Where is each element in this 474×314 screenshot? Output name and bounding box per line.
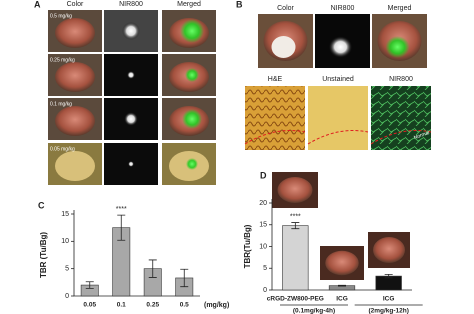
error-bar [85,281,94,289]
error-bar [117,214,126,241]
x-tick-label: 0.5 [180,302,189,309]
charts: C 0 5 10 15 TBR (Tu/Bg) 0.05 0.1 **** 0.25 0.5 (mg/… [38,170,423,314]
significance: **** [290,213,301,220]
dose-label: 0.05 mg/kg [50,146,75,152]
tissue [55,151,95,181]
y-tick-label: 0 [263,287,267,294]
merged-signal [182,109,202,129]
y-tick-label: 0 [65,293,69,300]
dose-label: 0.1 mg/kg [50,101,72,107]
nir-signal [122,22,140,40]
y-tick-label: 15 [259,222,267,229]
merged-signal [180,19,204,43]
x-sublabel: (2mg/kg-12h) [368,308,408,314]
y-axis-label: TBR (Tu/Bg) [39,232,48,278]
error-bar [148,259,157,278]
merged-signal [185,68,199,82]
error-bar [338,284,346,287]
x-tick-label: ICG [383,296,395,303]
column-label: Merged [388,5,412,12]
column-label: NIR800 [331,5,355,12]
y-axis-label: TBR(Tu/Bg) [243,224,252,268]
tumor-signal [385,36,410,58]
column-label: Color [277,5,294,12]
histology-image [371,86,431,150]
column-label: Unstained [322,76,354,83]
x-tick-label: 0.05 [83,302,96,309]
panel-label: B [236,0,243,9]
histology-image [245,86,305,150]
boundary [307,130,369,145]
merged-signal [186,158,198,170]
tissue [325,250,359,276]
column-label: NIR800 [119,1,143,8]
x-tick-label: cRGD-ZW800-PEG [267,296,324,303]
image-panels: Color NIR800 Merged 0.5 mg/kg 0.25 mg/kg 0.1 … [48,1,432,185]
error-bar [180,268,189,288]
boundary [370,130,432,145]
tumor-signal [271,36,296,58]
error-bar [384,273,393,279]
bar [282,225,309,291]
nir-signal [128,161,134,167]
y-tick-label: 10 [61,238,69,245]
y-tick-label: 5 [65,266,69,273]
y-tick-label: 15 [61,211,69,218]
tumor-signal [328,36,353,58]
y-tick-label: 5 [263,265,267,272]
y-tick-label: 10 [259,243,267,250]
y-tick-label: 20 [259,200,267,207]
panel-label: C [38,200,45,210]
x-axis-label: (mg/kg) [204,302,229,309]
column-label: H&E [268,76,283,83]
panel-label: D [260,170,267,180]
nir-signal [127,71,135,79]
tissue [373,237,405,263]
x-tick-label: 0.1 [117,302,126,309]
column-label: Color [67,1,84,8]
x-tick-label: 0.25 [146,302,159,309]
tissue [55,18,95,48]
histology-image [308,86,368,150]
column-label: NIR800 [389,76,413,83]
panel-label: A [34,0,41,9]
x-sublabel: (0.1mg/kg-4h) [293,308,335,314]
region-label: Normal [413,130,430,141]
significance: **** [116,206,127,213]
error-bar [291,222,300,230]
dose-label: 0.5 mg/kg [50,13,72,19]
dose-label: 0.25 mg/kg [50,57,75,63]
tissue [55,62,95,92]
nir-signal [124,112,138,126]
tissue [277,177,313,203]
boundary [244,130,306,145]
column-label: Merged [177,1,201,8]
x-tick-label: ICG [336,296,348,303]
tissue [55,106,95,136]
